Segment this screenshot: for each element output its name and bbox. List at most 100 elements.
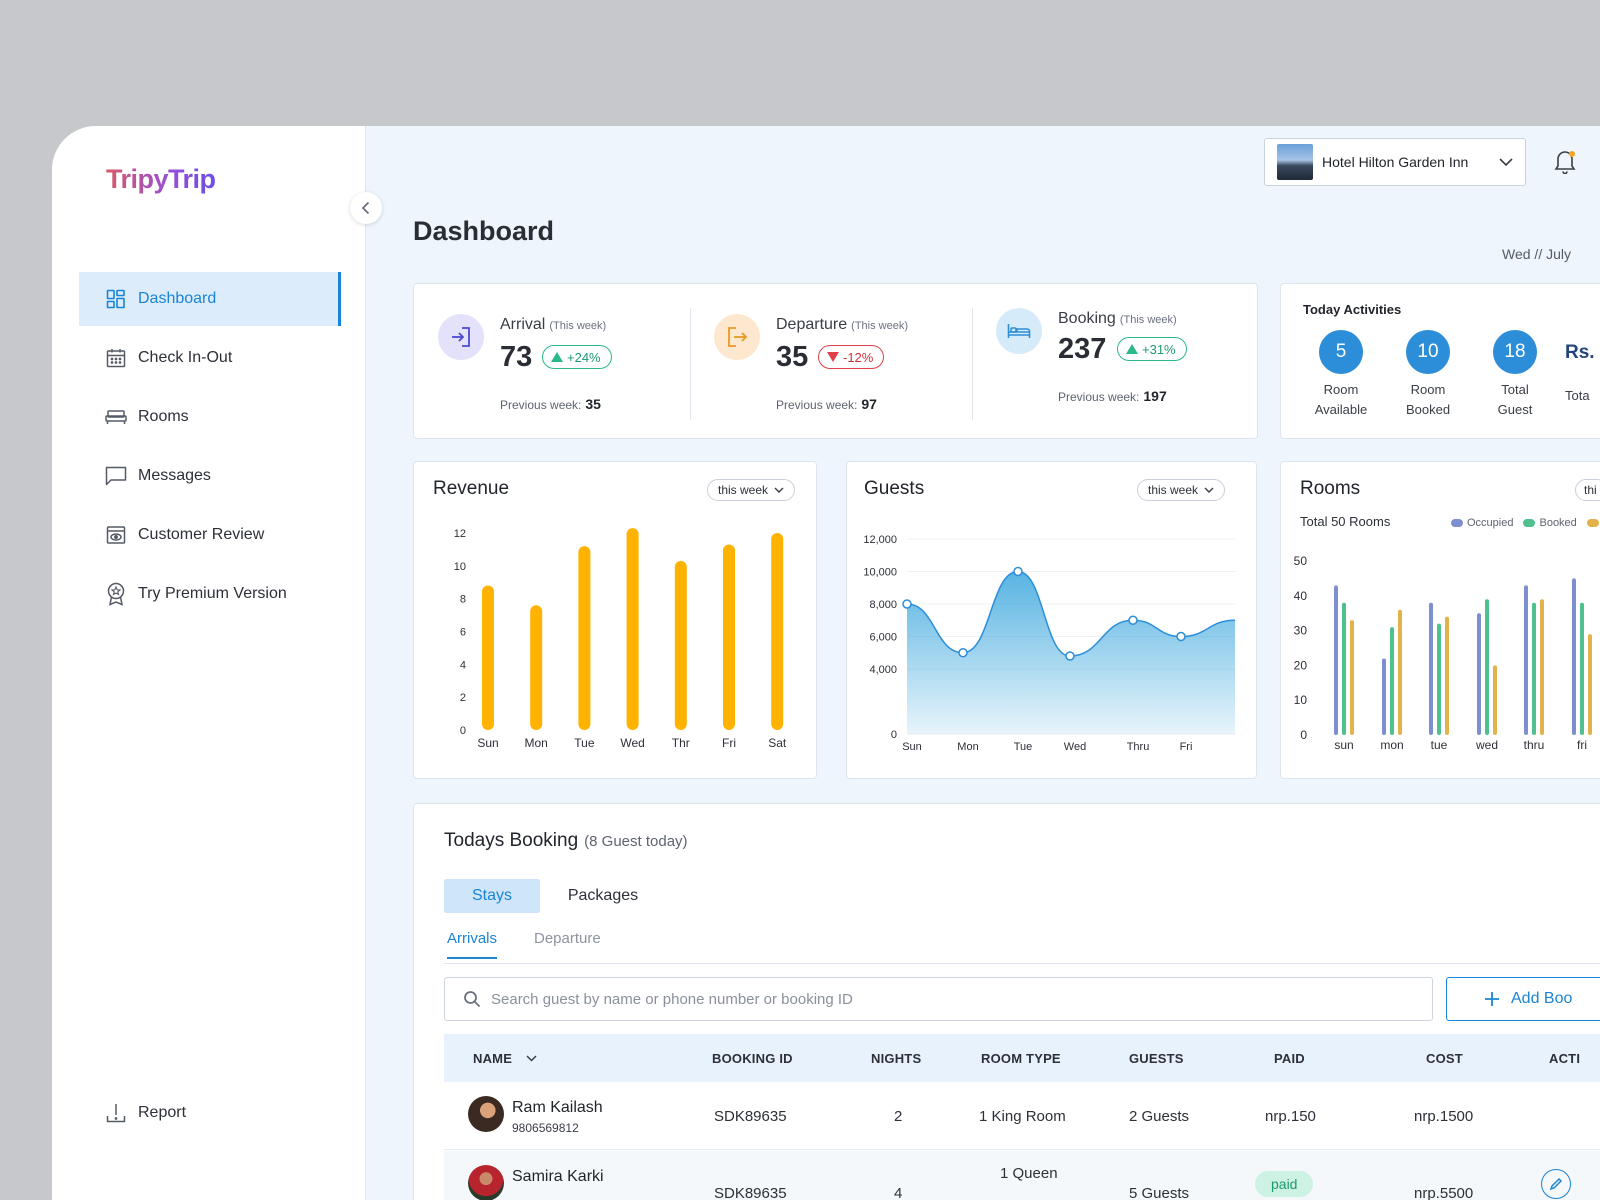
y-tick-label: 12 [454,528,466,540]
y-tick-label: 0 [891,729,897,741]
column-cost: COST [1426,1051,1463,1066]
x-tick-label: Fri [1180,741,1193,753]
y-tick-label: 30 [1294,624,1308,638]
column-paid: PAID [1274,1051,1305,1066]
stat-value: 237 [1058,333,1107,365]
guests-period-select[interactable]: this week [1137,479,1226,501]
search-icon [464,991,481,1008]
column-guests: GUESTS [1129,1051,1184,1066]
sidebar: TripyTrip Dashboard Check In-Out Rooms [52,126,366,1200]
tab-packages[interactable]: Packages [567,887,639,904]
subtab-departure[interactable]: Departure [534,930,601,947]
x-tick-label: Wed [1064,741,1086,753]
stat-value: 73 [500,341,533,373]
sidebar-item-dashboard[interactable]: Dashboard [79,272,341,326]
guests-point [1128,615,1138,625]
y-tick-label: 10,000 [863,567,897,579]
revenue-chart-card: 0 2 4 6 8 10 12 Sun Mon Tue Wed Thr Fri Sat Revenue t… [413,461,817,779]
x-tick-label: sun [1334,738,1353,752]
triangle-down-icon [827,352,839,362]
revenue-chart: 0 2 4 6 8 10 12 Sun Mon Tue Wed Thr Fri Sat [454,528,787,750]
y-tick-label: 8 [460,594,466,606]
x-tick-label: Sat [768,736,787,750]
x-tick-label: mon [1380,738,1403,752]
x-tick-label: Tue [1014,741,1033,753]
legend-item-booked: Booked [1523,517,1577,529]
sidebar-collapse-button[interactable] [350,192,382,224]
todays-booking-card: Todays Booking (8 Guest today) Stays Pack… [413,803,1600,1200]
x-tick-label: tue [1431,738,1448,752]
guest-search [444,977,1433,1021]
change-badge: +31% [1117,337,1187,361]
legend-item-occupied: Occupied [1451,517,1513,529]
current-date: Wed // July [1502,246,1571,262]
booking-id: SDK89635 [714,1108,787,1125]
guests-point [1013,566,1023,577]
activity-label: Total Guest [1497,382,1533,417]
sidebar-item-rooms[interactable]: Rooms [79,390,341,444]
arrival-icon [438,314,484,360]
chevron-down-icon [774,487,784,493]
guests-area [907,571,1235,734]
y-tick-label: 40 [1294,589,1308,603]
main-content: Hotel Hilton Garden Inn Dashboard Wed //… [366,126,1600,1200]
divider [690,308,691,420]
chat-icon [104,464,128,488]
edit-button[interactable] [1541,1169,1571,1199]
chart-title: Revenue [433,478,510,499]
x-tick-label: thru [1524,738,1545,752]
notification-bell-icon[interactable] [1554,148,1576,179]
y-tick-label: 8,000 [869,599,897,611]
change-badge: -12% [818,345,885,369]
subtab-arrivals[interactable]: Arrivals [447,930,498,959]
sidebar-item-premium[interactable]: Try Premium Version [79,567,341,621]
revenue-period-select[interactable]: this week [707,479,796,501]
hotel-selector[interactable]: Hotel Hilton Garden Inn [1264,138,1526,186]
sidebar-item-customer-review[interactable]: Customer Review [79,508,341,562]
column-name[interactable]: NAME [473,1051,537,1066]
guest-phone: 9806569812 [512,1121,579,1135]
x-tick-label: Sun [902,741,922,753]
sidebar-item-check-in-out[interactable]: Check In-Out [79,331,341,385]
triangle-up-icon [1126,344,1138,354]
x-tick-label: Wed [620,736,644,750]
avatar [468,1165,504,1200]
hotel-thumbnail [1277,144,1313,180]
rooms-total: Total 50 Rooms [1300,514,1391,529]
legend-item-third [1586,517,1599,529]
app-window: TripyTrip Dashboard Check In-Out Rooms [52,126,1600,1200]
chart-title: Rooms [1300,478,1361,499]
activity-rooms-booked: 10 Room Booked [1386,330,1470,420]
change-badge: +24% [542,345,612,369]
stat-label: Arrival (This week) [500,316,607,333]
booking-id: SDK89635 [714,1185,787,1200]
report-label: Report [138,1104,187,1121]
bed-icon [996,308,1042,354]
guest-name: Samira Karki [512,1168,604,1185]
brand-logo[interactable]: TripyTrip [106,164,216,194]
sidebar-item-label: Messages [138,467,211,484]
guests-count: 2 Guests [1129,1108,1190,1125]
departure-icon [714,314,760,360]
x-tick-label: wed [1475,738,1498,752]
rooms-period-select[interactable]: thi [1575,479,1600,501]
sidebar-item-report[interactable]: Report [104,1101,186,1125]
nights: 2 [894,1108,903,1125]
table-row[interactable]: Samira Karki SDK89635 4 1 Queen 5 Guests… [444,1151,1600,1200]
sidebar-item-messages[interactable]: Messages [79,449,341,503]
x-tick-label: Mon [957,741,978,753]
previous-week: Previous week: 35 [500,396,601,412]
bed-icon [104,405,128,429]
chart-title: Guests [864,478,925,499]
search-input[interactable] [491,990,1391,1008]
tab-stays[interactable]: Stays [444,879,540,913]
previous-week: Previous week: 97 [776,396,877,412]
sidebar-item-label: Customer Review [138,526,265,543]
stat-label: Departure (This week) [776,316,908,333]
table-row[interactable]: Ram Kailash 9806569812 SDK89635 2 1 King… [444,1082,1600,1150]
x-tick-label: Thr [672,736,690,750]
add-booking-button[interactable]: Add Boo [1446,977,1600,1021]
rooms-chart: 0 10 20 30 40 50 sun mon tue wed thru fri [1294,554,1592,752]
x-tick-label: Thru [1127,741,1150,753]
rooms-legend: Occupied Booked [1451,517,1599,529]
